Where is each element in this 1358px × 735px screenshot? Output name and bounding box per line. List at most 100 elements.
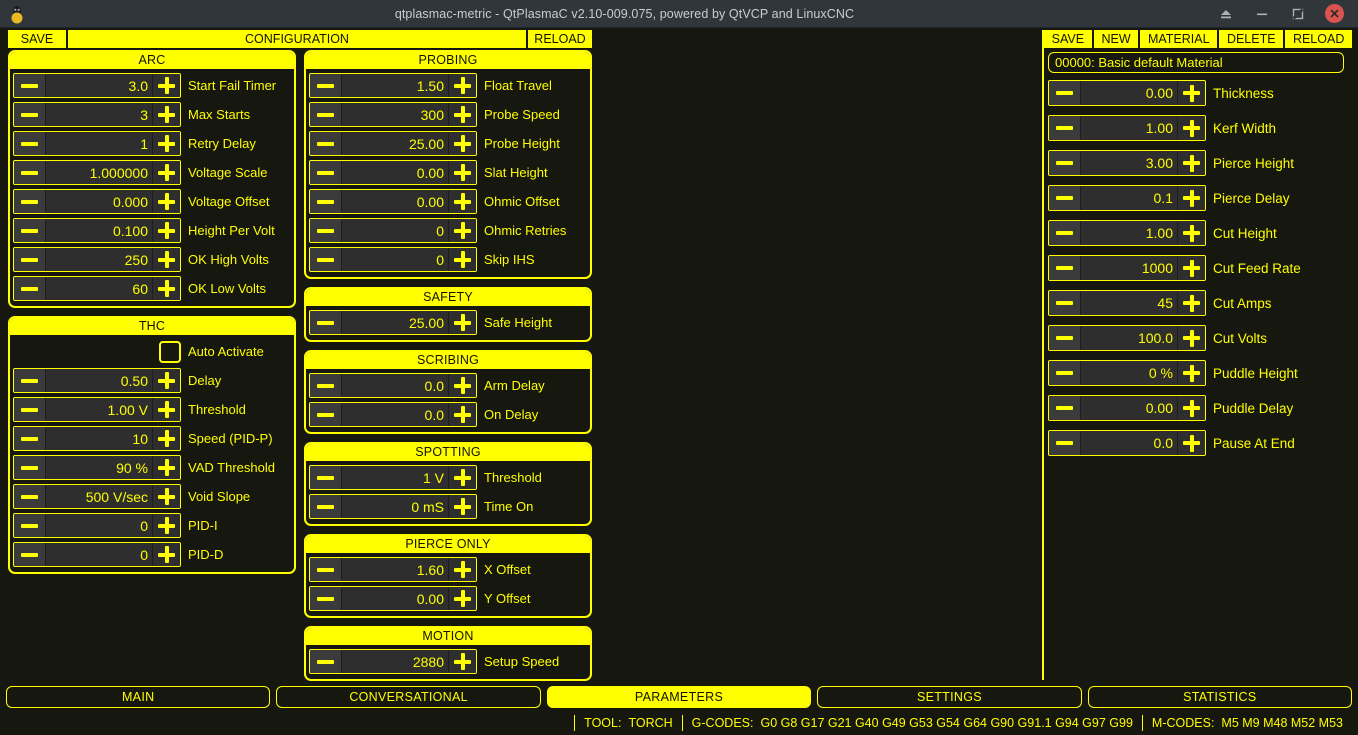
spinbox-thickness[interactable]: 0.00: [1048, 80, 1206, 106]
minus-icon[interactable]: [14, 514, 46, 537]
spinbox-pid-d[interactable]: 0: [13, 542, 181, 567]
minus-icon[interactable]: [1049, 256, 1081, 280]
spinbox-pierce-delay[interactable]: 0.1: [1048, 185, 1206, 211]
material-reload-button[interactable]: RELOAD: [1283, 30, 1353, 48]
spinbox-setup-speed[interactable]: 2880: [309, 649, 477, 674]
spinbox-start-fail-timer[interactable]: 3.0: [13, 73, 181, 98]
plus-icon[interactable]: [152, 369, 180, 392]
spinbox-value[interactable]: 0.0: [342, 374, 448, 397]
minus-icon[interactable]: [14, 398, 46, 421]
material-selector[interactable]: 00000: Basic default Material: [1048, 52, 1344, 73]
spinbox-threshold[interactable]: 1.00 V: [13, 397, 181, 422]
minus-icon[interactable]: [14, 74, 46, 97]
spinbox-delay[interactable]: 0.50: [13, 368, 181, 393]
spinbox-value[interactable]: 0.000: [46, 190, 152, 213]
plus-icon[interactable]: [152, 248, 180, 271]
minus-icon[interactable]: [14, 277, 46, 300]
minus-icon[interactable]: [310, 248, 342, 271]
material-save-button[interactable]: SAVE: [1044, 30, 1092, 48]
tab-settings[interactable]: SETTINGS: [817, 686, 1082, 708]
plus-icon[interactable]: [448, 650, 476, 673]
spinbox-max-starts[interactable]: 3: [13, 102, 181, 127]
spinbox-value[interactable]: 1.60: [342, 558, 448, 581]
plus-icon[interactable]: [152, 427, 180, 450]
spinbox-on-delay[interactable]: 0.0: [309, 402, 477, 427]
plus-icon[interactable]: [448, 587, 476, 610]
spinbox-value[interactable]: 1.00: [1081, 116, 1177, 140]
spinbox-value[interactable]: 1.00: [1081, 221, 1177, 245]
minus-icon[interactable]: [310, 103, 342, 126]
spinbox-value[interactable]: 10: [46, 427, 152, 450]
plus-icon[interactable]: [448, 132, 476, 155]
spinbox-value[interactable]: 60: [46, 277, 152, 300]
plus-icon[interactable]: [448, 558, 476, 581]
minus-icon[interactable]: [310, 74, 342, 97]
plus-icon[interactable]: [152, 103, 180, 126]
spinbox-value[interactable]: 0.00: [342, 161, 448, 184]
plus-icon[interactable]: [448, 103, 476, 126]
minus-icon[interactable]: [14, 248, 46, 271]
spinbox-vad-threshold[interactable]: 90 %: [13, 455, 181, 480]
spinbox-ohmic-offset[interactable]: 0.00: [309, 189, 477, 214]
spinbox-value[interactable]: 0.50: [46, 369, 152, 392]
minus-icon[interactable]: [1049, 326, 1081, 350]
minus-icon[interactable]: [1049, 396, 1081, 420]
spinbox-ok-high-volts[interactable]: 250: [13, 247, 181, 272]
plus-icon[interactable]: [1177, 256, 1205, 280]
minus-icon[interactable]: [14, 456, 46, 479]
spinbox-time-on[interactable]: 0 mS: [309, 494, 477, 519]
plus-icon[interactable]: [1177, 81, 1205, 105]
spinbox-value[interactable]: 0.00: [1081, 81, 1177, 105]
spinbox-y-offset[interactable]: 0.00: [309, 586, 477, 611]
plus-icon[interactable]: [152, 398, 180, 421]
plus-icon[interactable]: [448, 161, 476, 184]
plus-icon[interactable]: [1177, 221, 1205, 245]
minus-icon[interactable]: [310, 132, 342, 155]
minus-icon[interactable]: [14, 543, 46, 566]
plus-icon[interactable]: [152, 132, 180, 155]
minimize-icon[interactable]: [1253, 5, 1271, 23]
plus-icon[interactable]: [1177, 186, 1205, 210]
tab-main[interactable]: MAIN: [6, 686, 271, 708]
plus-icon[interactable]: [1177, 431, 1205, 455]
plus-icon[interactable]: [1177, 326, 1205, 350]
minus-icon[interactable]: [14, 427, 46, 450]
minus-icon[interactable]: [310, 495, 342, 518]
plus-icon[interactable]: [1177, 291, 1205, 315]
close-icon[interactable]: [1325, 4, 1344, 23]
spinbox-retry-delay[interactable]: 1: [13, 131, 181, 156]
minus-icon[interactable]: [14, 190, 46, 213]
minus-icon[interactable]: [14, 161, 46, 184]
plus-icon[interactable]: [152, 543, 180, 566]
minus-icon[interactable]: [14, 219, 46, 242]
minus-icon[interactable]: [310, 558, 342, 581]
minus-icon[interactable]: [1049, 186, 1081, 210]
plus-icon[interactable]: [152, 219, 180, 242]
spinbox-skip-ihs[interactable]: 0: [309, 247, 477, 272]
plus-icon[interactable]: [448, 219, 476, 242]
spinbox-puddle-height[interactable]: 0 %: [1048, 360, 1206, 386]
spinbox-voltage-offset[interactable]: 0.000: [13, 189, 181, 214]
plus-icon[interactable]: [448, 466, 476, 489]
spinbox-probe-height[interactable]: 25.00: [309, 131, 477, 156]
spinbox-value[interactable]: 0.1: [1081, 186, 1177, 210]
spinbox-probe-speed[interactable]: 300: [309, 102, 477, 127]
spinbox-value[interactable]: 500 V/sec: [46, 485, 152, 508]
minus-icon[interactable]: [14, 485, 46, 508]
spinbox-pause-at-end[interactable]: 0.0: [1048, 430, 1206, 456]
spinbox-value[interactable]: 0.00: [342, 587, 448, 610]
minus-icon[interactable]: [1049, 431, 1081, 455]
plus-icon[interactable]: [152, 161, 180, 184]
plus-icon[interactable]: [152, 277, 180, 300]
spinbox-height-per-volt[interactable]: 0.100: [13, 218, 181, 243]
spinbox-arm-delay[interactable]: 0.0: [309, 373, 477, 398]
minus-icon[interactable]: [310, 161, 342, 184]
spinbox-value[interactable]: 0.0: [1081, 431, 1177, 455]
spinbox-value[interactable]: 100.0: [1081, 326, 1177, 350]
spinbox-value[interactable]: 1: [46, 132, 152, 155]
spinbox-value[interactable]: 3.0: [46, 74, 152, 97]
minus-icon[interactable]: [1049, 221, 1081, 245]
spinbox-value[interactable]: 0: [46, 514, 152, 537]
spinbox-value[interactable]: 0.00: [1081, 396, 1177, 420]
plus-icon[interactable]: [448, 311, 476, 334]
